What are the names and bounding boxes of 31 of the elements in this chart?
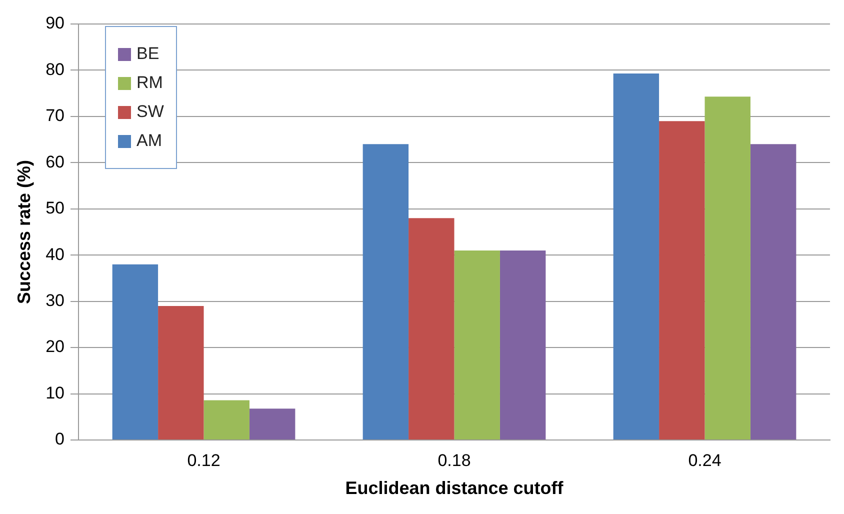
bar	[613, 73, 660, 440]
legend-label: SW	[136, 102, 164, 122]
y-tick-label: 40	[46, 244, 65, 264]
y-tick-label: 60	[46, 152, 65, 172]
y-tick-label: 50	[46, 198, 65, 218]
bar	[659, 121, 705, 440]
y-tick-label: 20	[46, 337, 65, 356]
legend-label: RM	[136, 73, 163, 93]
y-tick-label: 0	[55, 430, 65, 449]
bar	[500, 250, 546, 440]
x-tick-label: 0.12	[187, 450, 220, 470]
y-tick-label: 10	[46, 383, 65, 402]
y-axis-title: Success rate (%)	[14, 160, 34, 304]
y-tick-label: 70	[46, 106, 65, 126]
y-tick-label: 80	[46, 60, 65, 79]
bar	[249, 408, 296, 440]
x-tick-label: 0.24	[688, 450, 722, 470]
bar	[750, 144, 796, 440]
bar	[408, 218, 454, 440]
bar	[158, 306, 204, 440]
bar	[362, 144, 409, 440]
bar	[704, 96, 750, 440]
y-tick-label: 90	[46, 14, 65, 33]
bar	[454, 250, 500, 440]
x-axis-title: Euclidean distance cutoff	[345, 478, 564, 498]
x-tick-label: 0.18	[438, 450, 471, 470]
y-tick-label: 30	[46, 291, 65, 310]
legend-label: AM	[136, 131, 162, 151]
legend-label: BE	[136, 44, 160, 64]
bar	[204, 400, 250, 440]
bar	[112, 264, 158, 440]
